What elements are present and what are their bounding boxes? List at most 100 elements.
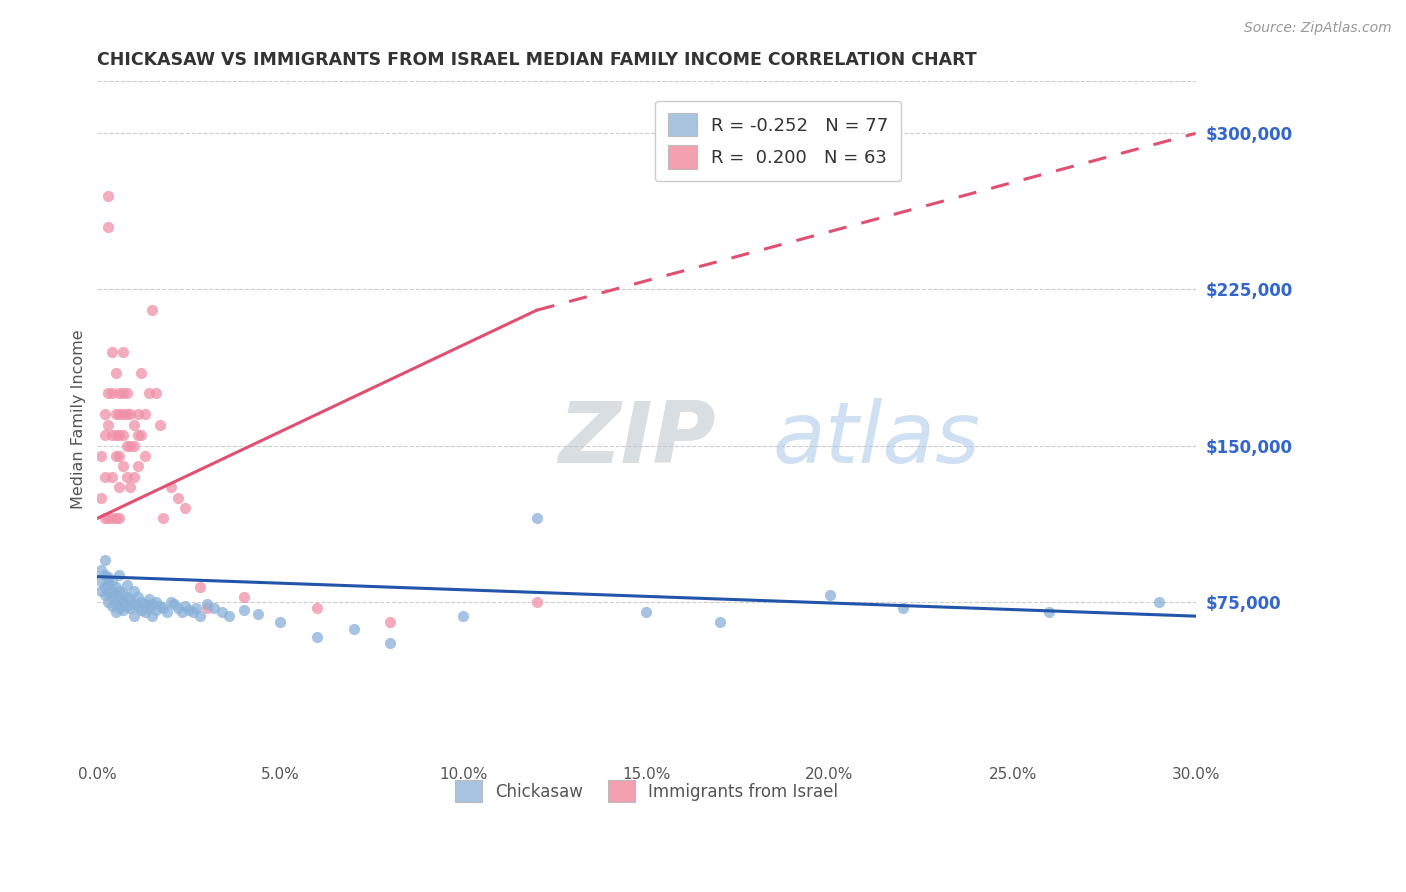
Point [115,469,138,483]
Point [195,597,218,611]
Point [380,636,402,650]
Point [122,609,145,624]
Text: ZIP: ZIP [558,399,716,482]
Point [305,630,328,644]
Point [152,511,174,525]
Point [138,592,160,607]
Point [152,600,174,615]
Point [127,459,149,474]
Point [188,580,211,594]
Point [97,586,120,600]
Legend: Chickasaw, Immigrants from Israel: Chickasaw, Immigrants from Israel [443,769,849,814]
Point [97,578,120,592]
Point [138,386,160,401]
Point [90,491,112,505]
Point [134,449,156,463]
Point [156,605,179,619]
Point [115,407,138,421]
Point [1038,605,1060,619]
Point [186,600,208,615]
Point [108,567,131,582]
Point [90,563,112,577]
Point [101,574,124,588]
Point [120,438,142,452]
Point [145,386,167,401]
Point [145,594,167,608]
Point [134,605,156,619]
Point [174,500,197,515]
Point [120,407,142,421]
Point [127,591,149,605]
Point [101,469,124,483]
Point [120,600,142,615]
Point [120,480,142,494]
Point [526,511,548,525]
Point [93,567,115,582]
Point [111,344,134,359]
Point [188,609,211,624]
Point [97,511,120,525]
Point [453,609,475,624]
Point [108,428,131,442]
Point [104,428,127,442]
Point [127,407,149,421]
Point [111,594,134,608]
Point [159,480,181,494]
Point [170,605,193,619]
Point [97,189,120,203]
Point [526,594,548,608]
Point [104,449,127,463]
Point [93,407,115,421]
Point [163,597,186,611]
Point [891,600,914,615]
Point [104,588,127,602]
Point [145,603,167,617]
Point [211,605,233,619]
Point [108,592,131,607]
Point [138,600,160,615]
Point [111,407,134,421]
Point [101,591,124,605]
Point [97,417,120,432]
Point [90,449,112,463]
Point [108,480,131,494]
Point [108,600,131,615]
Y-axis label: Median Family Income: Median Family Income [72,330,86,509]
Point [343,622,366,636]
Point [122,584,145,599]
Point [104,366,127,380]
Point [141,303,163,318]
Point [90,574,112,588]
Text: Source: ZipAtlas.com: Source: ZipAtlas.com [1244,21,1392,35]
Point [115,386,138,401]
Point [636,605,658,619]
Point [104,605,127,619]
Point [232,591,254,605]
Point [115,438,138,452]
Point [1147,594,1170,608]
Point [101,428,124,442]
Point [115,591,138,605]
Point [177,603,200,617]
Point [108,407,131,421]
Point [104,580,127,594]
Point [149,599,172,613]
Point [167,491,190,505]
Point [127,428,149,442]
Point [380,615,402,630]
Point [818,588,841,602]
Point [134,597,156,611]
Point [111,428,134,442]
Point [111,386,134,401]
Point [108,386,131,401]
Point [247,607,270,621]
Point [159,594,181,608]
Point [101,386,124,401]
Point [104,597,127,611]
Point [93,553,115,567]
Point [101,584,124,599]
Text: CHICKASAW VS IMMIGRANTS FROM ISRAEL MEDIAN FAMILY INCOME CORRELATION CHART: CHICKASAW VS IMMIGRANTS FROM ISRAEL MEDI… [97,51,977,69]
Point [90,584,112,599]
Point [305,600,328,615]
Point [97,219,120,234]
